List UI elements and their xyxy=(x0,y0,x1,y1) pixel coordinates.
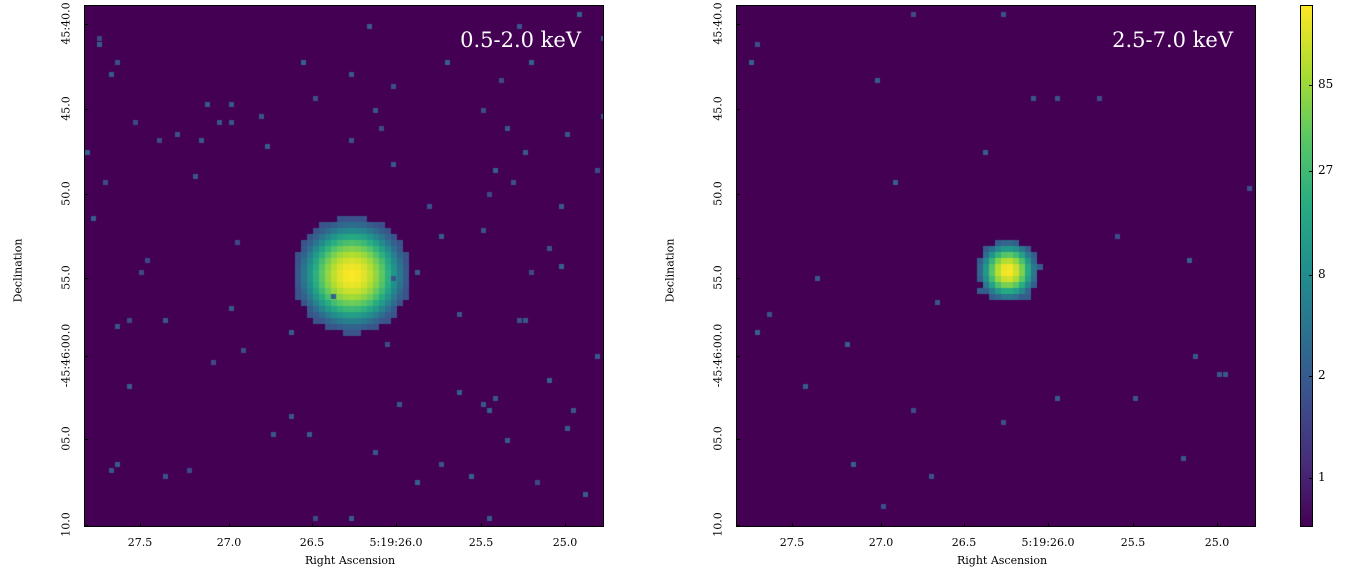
x-tick-mark xyxy=(140,523,141,527)
y-tick-label: 50.0 xyxy=(711,181,725,206)
hard-band-canvas xyxy=(737,6,1255,526)
x-tick-mark xyxy=(1048,523,1049,527)
x-tick-label: 27.0 xyxy=(868,536,894,549)
soft-band-canvas xyxy=(85,6,603,526)
y-tick-label: 10.0 xyxy=(59,512,73,537)
x-tick-label: 26.5 xyxy=(299,536,325,549)
y-tick-label: 45.0 xyxy=(59,96,73,121)
colorbar-tick-label: 27 xyxy=(1318,163,1334,177)
x-tick-mark xyxy=(792,523,793,527)
colorbar xyxy=(1300,5,1313,527)
y-tick-mark xyxy=(736,356,740,357)
colorbar-tick-mark xyxy=(1309,376,1313,377)
x-tick-label: 26.5 xyxy=(951,536,977,549)
colorbar-tick-mark xyxy=(1309,275,1313,276)
x-axis-label: Right Ascension xyxy=(957,554,1048,567)
x-tick-label: 25.5 xyxy=(1120,536,1146,549)
y-tick-label: 50.0 xyxy=(59,181,73,206)
x-tick-label: 5:19:26.0 xyxy=(369,536,423,549)
y-tick-label: 10.0 xyxy=(711,512,725,537)
y-tick-mark xyxy=(84,109,88,110)
x-tick-label: 27.5 xyxy=(127,536,153,549)
x-tick-label: 25.0 xyxy=(552,536,578,549)
y-tick-mark xyxy=(84,194,88,195)
x-axis-label: Right Ascension xyxy=(305,554,396,567)
y-tick-label: 05.0 xyxy=(711,426,725,451)
x-tick-label: 25.5 xyxy=(468,536,494,549)
y-tick-mark xyxy=(736,278,740,279)
y-tick-mark xyxy=(84,278,88,279)
colorbar-tick-label: 8 xyxy=(1318,267,1326,281)
x-tick-mark xyxy=(229,523,230,527)
x-tick-mark xyxy=(1133,523,1134,527)
x-tick-mark xyxy=(1217,523,1218,527)
y-tick-label: -45:46:00.0 xyxy=(59,323,73,388)
y-tick-mark xyxy=(736,194,740,195)
y-tick-mark xyxy=(736,109,740,110)
y-axis-label: Declination xyxy=(663,238,677,303)
band-label: 2.5-7.0 keV xyxy=(1112,28,1233,52)
colorbar-tick-mark xyxy=(1309,85,1313,86)
y-tick-mark xyxy=(84,24,88,25)
y-tick-label: 45:40.0 xyxy=(711,2,725,45)
x-tick-mark xyxy=(481,523,482,527)
y-tick-mark xyxy=(736,525,740,526)
x-tick-label: 5:19:26.0 xyxy=(1021,536,1075,549)
x-tick-mark xyxy=(312,523,313,527)
y-tick-label: -45:46:00.0 xyxy=(711,323,725,388)
x-tick-mark xyxy=(396,523,397,527)
y-axis-label: Declination xyxy=(11,238,25,303)
colorbar-tick-label: 2 xyxy=(1318,368,1326,382)
image-hard-band: 2.5-7.0 keV xyxy=(736,5,1256,527)
colorbar-tick-mark xyxy=(1309,478,1313,479)
colorbar-tick-label: 85 xyxy=(1318,77,1334,91)
y-tick-mark xyxy=(84,525,88,526)
image-soft-band: 0.5-2.0 keV xyxy=(84,5,604,527)
x-tick-label: 27.0 xyxy=(216,536,242,549)
band-label: 0.5-2.0 keV xyxy=(460,28,581,52)
colorbar-tick-label: 1 xyxy=(1318,470,1326,484)
colorbar-tick-mark xyxy=(1309,171,1313,172)
x-tick-mark xyxy=(565,523,566,527)
y-tick-label: 55.0 xyxy=(59,265,73,290)
x-tick-mark xyxy=(881,523,882,527)
x-tick-label: 27.5 xyxy=(779,536,805,549)
y-tick-label: 55.0 xyxy=(711,265,725,290)
x-tick-label: 25.0 xyxy=(1204,536,1230,549)
y-tick-mark xyxy=(84,439,88,440)
y-tick-label: 45:40.0 xyxy=(59,2,73,45)
y-tick-mark xyxy=(84,356,88,357)
y-tick-label: 45.0 xyxy=(711,96,725,121)
y-tick-mark xyxy=(736,24,740,25)
x-tick-mark xyxy=(964,523,965,527)
y-tick-mark xyxy=(736,439,740,440)
y-tick-label: 05.0 xyxy=(59,426,73,451)
